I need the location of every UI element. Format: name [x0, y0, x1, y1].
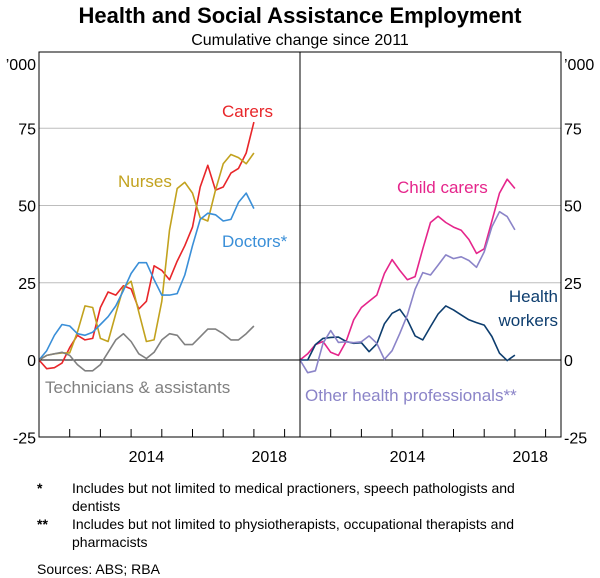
y-unit-right: ’000: [564, 57, 594, 74]
y-tick-label-left: 0: [27, 353, 36, 370]
y-tick-label-right: 0: [564, 353, 573, 370]
y-tick-label-left: 75: [18, 121, 36, 138]
footnote-1-mark: *: [37, 480, 43, 496]
y-tick-label-left: 50: [18, 199, 36, 216]
series-line-doctors-: [38, 192, 255, 361]
chart-title: Health and Social Assistance Employment: [79, 3, 523, 28]
footnote-2-text: Includes but not limited to physiotherap…: [72, 516, 515, 550]
series-line-nurses: [38, 152, 255, 361]
series-label: workers: [497, 311, 558, 330]
series-label: Health: [509, 287, 558, 306]
y-unit-left: ’000: [6, 57, 36, 74]
y-tick-label-left: -25: [13, 430, 36, 447]
series-label: Carers: [222, 102, 273, 121]
y-tick-label-right: 25: [564, 276, 582, 293]
y-tick-label-right: 75: [564, 121, 582, 138]
series-line-technicians-assistants: [38, 325, 255, 372]
chart-subtitle: Cumulative change since 2011: [191, 32, 409, 49]
x-tick-label: 2018: [251, 449, 287, 466]
y-tick-label-left: 25: [18, 276, 36, 293]
series-line-other-health-professionals-: [299, 210, 516, 374]
series-label: Nurses: [118, 172, 172, 191]
footnote-1-text: Includes but not limited to medical prac…: [72, 480, 515, 514]
x-tick-label: 2014: [390, 449, 426, 466]
x-tick-label: 2018: [512, 449, 548, 466]
series-label: Child carers: [397, 178, 488, 197]
y-tick-label-right: -25: [564, 430, 587, 447]
sources: Sources: ABS; RBA: [37, 561, 160, 577]
chart-svg: Health and Social Assistance Employment C…: [6, 3, 595, 466]
series-label: Other health professionals**: [305, 386, 517, 405]
series-label: Doctors*: [222, 232, 288, 251]
series-label: Technicians & assistants: [45, 378, 230, 397]
x-tick-label: 2014: [129, 449, 165, 466]
footnote-2-mark: **: [37, 516, 48, 532]
panel-frame: [299, 51, 562, 438]
y-tick-label-right: 50: [564, 199, 582, 216]
series-line-child-carers: [299, 178, 516, 361]
